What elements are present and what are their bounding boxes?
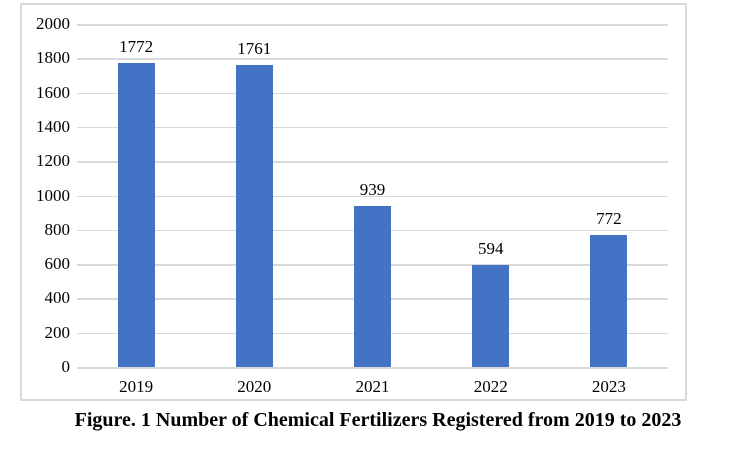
bar-value-label: 1761 xyxy=(237,38,272,58)
figure-caption: Figure. 1 Number of Chemical Fertilizers… xyxy=(74,409,682,431)
x-axis-category-label: 2023 xyxy=(591,377,626,396)
y-axis-tick-label: 2000 xyxy=(36,14,70,33)
y-axis-tick-label: 1800 xyxy=(36,48,70,68)
y-axis-tick-label: 400 xyxy=(44,288,71,308)
y-axis-tick-label: 1600 xyxy=(36,82,70,102)
y-axis-tick-label: 800 xyxy=(44,219,71,239)
bar-value-label: 594 xyxy=(477,239,504,259)
bar-value-label: 939 xyxy=(359,179,386,199)
bar-2020 xyxy=(235,64,273,367)
gridline xyxy=(77,367,668,369)
gridline xyxy=(77,161,668,163)
x-axis-category-label: 2020 xyxy=(237,377,272,396)
gridline xyxy=(77,24,668,26)
y-axis-tick-label: 0 xyxy=(61,357,71,376)
bar-2019 xyxy=(117,63,155,367)
gridline xyxy=(77,195,668,197)
bar-value-label: 1772 xyxy=(119,37,154,57)
gridline xyxy=(77,126,668,129)
bar-value-label: 772 xyxy=(596,208,622,228)
gridline xyxy=(77,58,668,60)
bar-2022 xyxy=(472,265,510,367)
y-axis-tick-label: 1000 xyxy=(36,185,70,205)
y-axis-tick-label: 600 xyxy=(44,254,71,274)
y-axis-tick-label: 1400 xyxy=(36,116,70,136)
x-axis-category-label: 2021 xyxy=(355,377,390,396)
x-axis-category-label: 2022 xyxy=(473,377,508,396)
gridline xyxy=(77,92,668,95)
bar-2021 xyxy=(354,205,391,367)
y-axis-tick-label: 200 xyxy=(44,322,71,342)
bar-2023 xyxy=(590,234,628,367)
x-axis-category-label: 2019 xyxy=(119,377,154,396)
y-axis-tick-label: 1200 xyxy=(36,151,70,171)
chart-frame: 0 200 400 600 800 1000 1200 1400 1600 1800 2000 177… xyxy=(20,3,687,401)
